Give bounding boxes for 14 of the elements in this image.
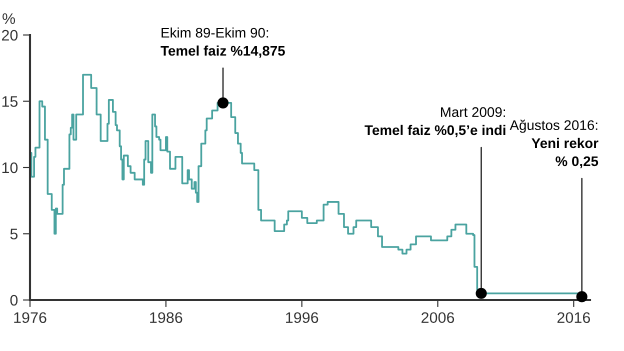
y-tick-label: 0 [10,294,18,306]
x-tick-label: 1996 [286,312,318,324]
y-tick-label: 15 [2,96,18,107]
x-tick-label: 2006 [422,312,454,324]
annotation: Ekim 89-Ekim 90: Temel faiz %14,875 [160,27,285,58]
y-axis-title: % [2,13,16,24]
x-tick-label: 1986 [150,312,182,324]
y-tick-label: 5 [10,228,18,240]
x-tick-label: 1976 [14,312,46,324]
annotation: Ağustos 2016: Yeni rekor % 0,25 [510,120,598,168]
y-tick-label: 20 [2,30,18,41]
y-tick-label: 10 [2,162,18,174]
x-tick-label: 2016 [557,312,590,324]
annotation: Mart 2009: Temel faiz %0,5’e indi [364,107,506,138]
